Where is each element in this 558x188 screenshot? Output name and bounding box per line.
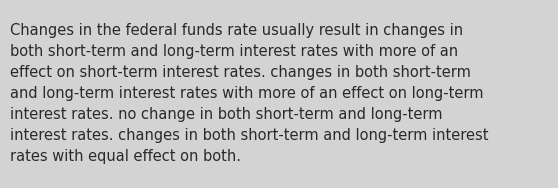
Text: Changes in the federal funds rate usually result in changes in
both short-term a: Changes in the federal funds rate usuall…	[10, 23, 489, 164]
